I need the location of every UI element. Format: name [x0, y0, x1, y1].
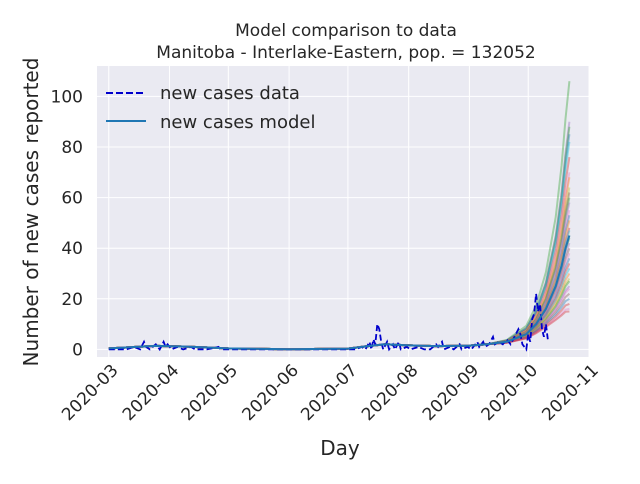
grid	[97, 66, 590, 357]
y-tick-label: 60	[61, 189, 83, 209]
y-tick-label: 100	[51, 87, 83, 107]
x-tick-label: 2020-03	[58, 361, 122, 425]
chart-subtitle: Manitoba - Interlake-Eastern, pop. = 132…	[156, 43, 535, 63]
x-tick-label: 2020-08	[358, 361, 422, 425]
x-tick-label: 2020-04	[119, 361, 183, 425]
y-tick-label: 20	[61, 290, 83, 310]
y-tick-label: 0	[72, 340, 83, 360]
chart-title: Model comparison to data	[235, 21, 457, 41]
legend-label-data: new cases data	[160, 83, 300, 104]
x-tick-label: 2020-10	[478, 361, 542, 425]
y-axis-label: Number of new cases reported	[19, 58, 43, 367]
x-tick-label: 2020-09	[419, 361, 483, 425]
series	[108, 235, 571, 352]
x-tick-label: 2020-05	[178, 361, 242, 425]
x-tick-label: 2020-11	[538, 361, 602, 425]
series-line-new-cases-model	[108, 235, 571, 351]
y-tick-label: 40	[61, 239, 83, 259]
y-tick-label: 80	[61, 138, 83, 158]
x-tick-label: 2020-07	[297, 361, 361, 425]
legend: new cases data new cases model	[106, 83, 315, 133]
legend-label-model: new cases model	[160, 112, 315, 133]
plot-background	[97, 66, 589, 357]
x-tick-label: 2020-06	[239, 361, 303, 425]
x-axis-label: Day	[320, 436, 360, 460]
